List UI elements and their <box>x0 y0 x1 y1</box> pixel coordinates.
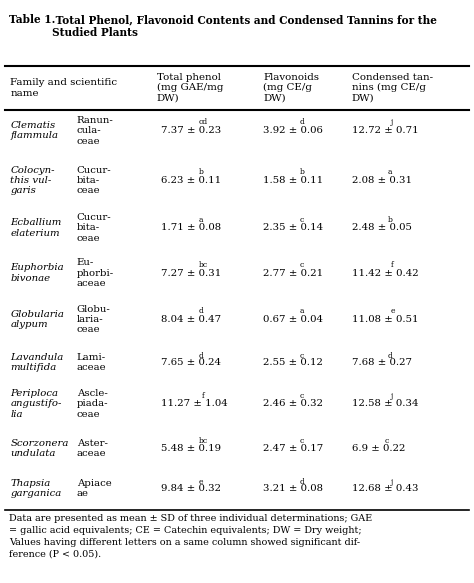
Text: Total Phenol, Flavonoid Contents and Condensed Tannins for the
Studied Plants: Total Phenol, Flavonoid Contents and Con… <box>52 15 437 38</box>
Text: Table 1.: Table 1. <box>9 15 56 26</box>
Text: d: d <box>198 307 203 315</box>
Text: j: j <box>391 118 393 126</box>
Text: a: a <box>388 167 392 175</box>
Text: bc: bc <box>198 437 208 445</box>
Text: 3.21 ± 0.08: 3.21 ± 0.08 <box>264 484 323 493</box>
Text: 2.55 ± 0.12: 2.55 ± 0.12 <box>264 358 323 367</box>
Text: 7.37 ± 0.23: 7.37 ± 0.23 <box>161 127 221 135</box>
Text: 12.72 ± 0.71: 12.72 ± 0.71 <box>352 127 419 135</box>
Text: 6.9 ± 0.22: 6.9 ± 0.22 <box>352 444 405 453</box>
Text: 2.35 ± 0.14: 2.35 ± 0.14 <box>264 223 324 233</box>
Text: Ranun-
cula-
ceae: Ranun- cula- ceae <box>77 116 113 146</box>
Text: c: c <box>300 392 304 399</box>
Text: Ecballium
elaterium: Ecballium elaterium <box>10 218 62 238</box>
Text: Colocyn-
this vul-
garis: Colocyn- this vul- garis <box>10 166 55 195</box>
Text: b: b <box>198 167 203 175</box>
Text: d: d <box>300 118 304 126</box>
Text: Periploca
angustifo-
lia: Periploca angustifo- lia <box>10 389 62 419</box>
Text: 2.77 ± 0.21: 2.77 ± 0.21 <box>264 269 324 278</box>
Text: 8.04 ± 0.47: 8.04 ± 0.47 <box>161 315 221 324</box>
Text: d: d <box>300 478 304 486</box>
Text: Thapsia
garganica: Thapsia garganica <box>10 479 62 498</box>
Text: Flavonoids
(mg CE/g
DW): Flavonoids (mg CE/g DW) <box>264 73 319 103</box>
Text: Cucur-
bita-
ceae: Cucur- bita- ceae <box>77 213 111 243</box>
Text: c: c <box>300 352 304 360</box>
Text: e: e <box>391 307 395 315</box>
Text: Globularia
alypum: Globularia alypum <box>10 310 64 329</box>
Text: f: f <box>201 392 204 399</box>
Text: Apiace
ae: Apiace ae <box>77 479 111 498</box>
Text: 1.71 ± 0.08: 1.71 ± 0.08 <box>161 223 221 233</box>
Text: Eu-
phorbi-
aceae: Eu- phorbi- aceae <box>77 258 114 288</box>
Text: Cucur-
bita-
ceae: Cucur- bita- ceae <box>77 166 111 195</box>
Text: 7.27 ± 0.31: 7.27 ± 0.31 <box>161 269 221 278</box>
Text: 5.48 ± 0.19: 5.48 ± 0.19 <box>161 444 221 453</box>
Text: Lami-
aceae: Lami- aceae <box>77 353 106 372</box>
Text: 2.46 ± 0.32: 2.46 ± 0.32 <box>264 399 323 409</box>
Text: 7.65 ± 0.24: 7.65 ± 0.24 <box>161 358 221 367</box>
Text: Data are presented as mean ± SD of three individual determinations; GAE
= gallic: Data are presented as mean ± SD of three… <box>9 514 373 559</box>
Text: b: b <box>388 216 393 224</box>
Text: Family and scientific
name: Family and scientific name <box>10 78 118 97</box>
Text: c: c <box>300 216 304 224</box>
Text: Aster-
aceae: Aster- aceae <box>77 439 108 458</box>
Text: 2.08 ± 0.31: 2.08 ± 0.31 <box>352 176 412 185</box>
Text: Globu-
laria-
ceae: Globu- laria- ceae <box>77 305 110 335</box>
Text: 11.42 ± 0.42: 11.42 ± 0.42 <box>352 269 419 278</box>
Text: b: b <box>300 167 304 175</box>
Text: bc: bc <box>198 261 208 269</box>
Text: j: j <box>391 478 393 486</box>
Text: a: a <box>300 307 304 315</box>
Text: 11.27 ± 1.04: 11.27 ± 1.04 <box>161 399 228 409</box>
Text: Euphorbia
bivonae: Euphorbia bivonae <box>10 264 64 283</box>
Text: Ascle-
piada-
ceae: Ascle- piada- ceae <box>77 389 108 419</box>
Text: c: c <box>300 261 304 269</box>
Text: 6.23 ± 0.11: 6.23 ± 0.11 <box>161 176 221 185</box>
Text: j: j <box>391 392 393 399</box>
Text: Condensed tan-
nins (mg CE/g
DW): Condensed tan- nins (mg CE/g DW) <box>352 73 433 103</box>
Text: 2.48 ± 0.05: 2.48 ± 0.05 <box>352 223 411 233</box>
Text: c: c <box>385 437 389 445</box>
Text: e: e <box>198 478 203 486</box>
Text: a: a <box>198 216 203 224</box>
Text: 12.68 ± 0.43: 12.68 ± 0.43 <box>352 484 418 493</box>
Text: 11.08 ± 0.51: 11.08 ± 0.51 <box>352 315 418 324</box>
Text: d: d <box>388 352 393 360</box>
Text: 12.58 ± 0.34: 12.58 ± 0.34 <box>352 399 418 409</box>
Text: Lavandula
multifida: Lavandula multifida <box>10 353 64 372</box>
Text: Clematis
flammula: Clematis flammula <box>10 121 58 141</box>
Text: 7.68 ± 0.27: 7.68 ± 0.27 <box>352 358 412 367</box>
Text: f: f <box>391 261 394 269</box>
Text: Scorzonera
undulata: Scorzonera undulata <box>10 439 69 458</box>
Text: d: d <box>198 352 203 360</box>
Text: Total phenol
(mg GAE/mg
DW): Total phenol (mg GAE/mg DW) <box>156 73 223 103</box>
Text: 2.47 ± 0.17: 2.47 ± 0.17 <box>264 444 324 453</box>
Text: 1.58 ± 0.11: 1.58 ± 0.11 <box>264 176 324 185</box>
Text: 0.67 ± 0.04: 0.67 ± 0.04 <box>264 315 323 324</box>
Text: 9.84 ± 0.32: 9.84 ± 0.32 <box>161 484 221 493</box>
Text: c: c <box>300 437 304 445</box>
Text: 3.92 ± 0.06: 3.92 ± 0.06 <box>264 127 323 135</box>
Text: cd: cd <box>198 118 208 126</box>
